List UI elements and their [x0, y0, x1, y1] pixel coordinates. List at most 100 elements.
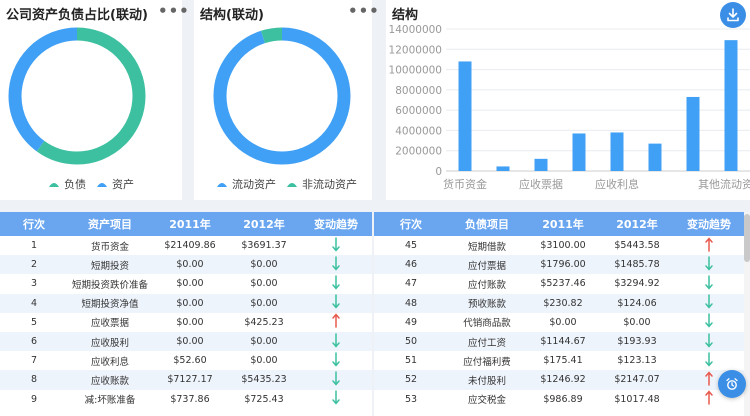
cell-y2011: $0.00 — [176, 316, 204, 328]
donut-slice-1[interactable] — [213, 27, 351, 165]
arrow-up-icon — [332, 313, 340, 329]
table-header-row: 行次 负债项目 2011年 2012年 变动趋势 — [374, 212, 744, 236]
asset-liability-panel: 公司资产负债占比(联动) ••• 负债 资产 — [0, 0, 189, 200]
cell-no: 1 — [30, 240, 38, 252]
cell-item: 短期投资净值 — [68, 293, 152, 313]
cell-y2012: $124.06 — [600, 293, 674, 313]
cell-y2011: $737.86 — [170, 393, 210, 405]
table-row[interactable]: 9 减:坏账准备 $737.86 $725.43 — [0, 390, 372, 409]
y-tick-label: 0 — [435, 166, 442, 178]
arrow-down-icon — [332, 390, 340, 405]
table-row[interactable]: 3 短期投资跌价准备 $0.00 $0.00 — [0, 274, 372, 293]
bar-应收账款[interactable] — [648, 143, 662, 171]
bar-短期投资[interactable] — [496, 166, 510, 171]
table-row[interactable]: 51 应付福利费 $175.41 $123.13 — [374, 351, 744, 370]
y-tick-label: 8000000 — [395, 85, 442, 97]
cell-item: 代销商品款 — [463, 318, 511, 330]
panel-title: 结构 — [392, 8, 419, 23]
cell-y2011: $5237.46 — [540, 278, 586, 290]
legend-marker-icon — [217, 183, 227, 187]
floating-action-button[interactable] — [718, 370, 746, 398]
cell-y2012: $2147.07 — [600, 370, 674, 390]
bar-应收票据[interactable] — [534, 158, 548, 171]
cell-y2011: $1246.92 — [526, 370, 600, 390]
column-header[interactable]: 行次 — [374, 212, 448, 236]
arrow-down-icon — [705, 294, 713, 309]
column-header[interactable]: 2012年 — [228, 212, 300, 236]
column-header[interactable]: 资产项目 — [68, 212, 152, 236]
y-tick-label: 14000000 — [389, 24, 442, 36]
cell-item: 应付票据 — [448, 255, 526, 275]
column-header[interactable]: 2012年 — [600, 212, 674, 236]
legend-marker-icon — [49, 183, 59, 187]
table-row[interactable]: 49 代销商品款 $0.00 $0.00 — [374, 313, 744, 332]
table-row[interactable]: 48 预收账款 $230.82 $124.06 — [374, 293, 744, 313]
table-row[interactable]: 1 货币资金 $21409.86 $3691.37 — [0, 236, 372, 255]
column-header[interactable]: 负债项目 — [448, 212, 526, 236]
cell-item: 应付工资 — [448, 331, 526, 352]
more-options-icon[interactable]: ••• — [348, 2, 380, 20]
asset-liability-donut-chart[interactable] — [0, 24, 182, 194]
donut-slice-0[interactable] — [213, 27, 351, 165]
more-options-icon[interactable]: ••• — [158, 2, 190, 20]
cell-trend — [674, 331, 744, 352]
cell-no: 8 — [0, 370, 68, 390]
y-tick-label: 6000000 — [395, 105, 442, 117]
legend-item-1[interactable]: 非流动资产 — [286, 176, 357, 192]
table-row[interactable]: 6 应收股利 $0.00 $0.00 — [0, 331, 372, 352]
scrollbar-thumb[interactable] — [744, 214, 750, 262]
column-header[interactable]: 变动趋势 — [300, 212, 372, 236]
cell-y2011: $986.89 — [543, 393, 583, 405]
legend-item-0[interactable]: 流动资产 — [216, 176, 276, 192]
table-row[interactable]: 7 应收利息 $52.60 $0.00 — [0, 351, 372, 370]
x-tick-label: 应收票据 — [519, 177, 563, 191]
cell-no: 50 — [374, 331, 448, 352]
table-row[interactable]: 2 短期投资 $0.00 $0.00 — [0, 255, 372, 275]
scrollbar-track[interactable] — [744, 212, 750, 416]
arrow-down-icon — [332, 275, 340, 290]
table-row[interactable]: 53 应交税金 $986.89 $1017.48 — [374, 390, 744, 409]
column-header[interactable]: 2011年 — [152, 212, 228, 236]
legend-item-0[interactable]: 负债 — [48, 176, 86, 192]
table-row[interactable]: 4 短期投资净值 $0.00 $0.00 — [0, 293, 372, 313]
asset-liability-legend: 负债 资产 — [48, 176, 144, 192]
cell-no: 52 — [374, 370, 448, 390]
cell-trend — [674, 236, 744, 255]
bar-应收股利[interactable] — [572, 133, 586, 171]
table-row[interactable]: 8 应收账款 $7127.17 $5435.23 — [0, 370, 372, 390]
table-row[interactable]: 5 应收票据 $0.00 $425.23 — [0, 313, 372, 332]
bar-货币资金[interactable] — [458, 61, 472, 172]
column-header[interactable]: 行次 — [0, 212, 68, 236]
arrow-up-icon — [705, 236, 713, 252]
cell-trend — [674, 313, 744, 332]
download-button[interactable] — [720, 2, 746, 28]
arrow-down-icon — [705, 313, 713, 328]
table-row[interactable]: 52 未付股利 $1246.92 $2147.07 — [374, 370, 744, 390]
liability-table: 行次 负债项目 2011年 2012年 变动趋势 45 短期借款 $3100.00 $5443… — [374, 212, 744, 416]
structure-donut-chart[interactable] — [194, 24, 372, 194]
cell-trend — [300, 293, 372, 313]
cell-item: 应收利息 — [90, 356, 129, 368]
cell-no: 2 — [0, 255, 68, 275]
bar-应收利息[interactable] — [610, 132, 624, 171]
arrow-down-icon — [332, 332, 340, 348]
cell-item: 应付账款 — [467, 279, 506, 291]
legend-label: 非流动资产 — [302, 178, 357, 191]
structure-bar-chart[interactable]: 0 2000000 4000000 6000000 8000000 10000000 120… — [386, 0, 750, 200]
bar-存货[interactable] — [686, 96, 700, 171]
cell-y2011: $0.00 — [176, 278, 204, 290]
table-row[interactable]: 45 短期借款 $3100.00 $5443.58 — [374, 236, 744, 255]
table-row[interactable]: 47 应付账款 $5237.46 $3294.92 — [374, 274, 744, 293]
column-header[interactable]: 变动趋势 — [674, 212, 744, 236]
table-row[interactable]: 50 应付工资 $1144.67 $193.93 — [374, 331, 744, 352]
cell-item: 应付福利费 — [463, 356, 511, 368]
cell-item: 应交税金 — [467, 395, 506, 407]
arrow-down-icon — [332, 256, 340, 271]
alarm-clock-icon — [726, 378, 738, 390]
cell-no: 5 — [30, 316, 38, 328]
table-row[interactable]: 46 应付票据 $1796.00 $1485.78 — [374, 255, 744, 275]
column-header[interactable]: 2011年 — [526, 212, 600, 236]
legend-item-1[interactable]: 资产 — [96, 176, 134, 192]
donut-slice-1[interactable] — [8, 27, 146, 165]
bar-其他流动资产[interactable] — [724, 40, 738, 172]
